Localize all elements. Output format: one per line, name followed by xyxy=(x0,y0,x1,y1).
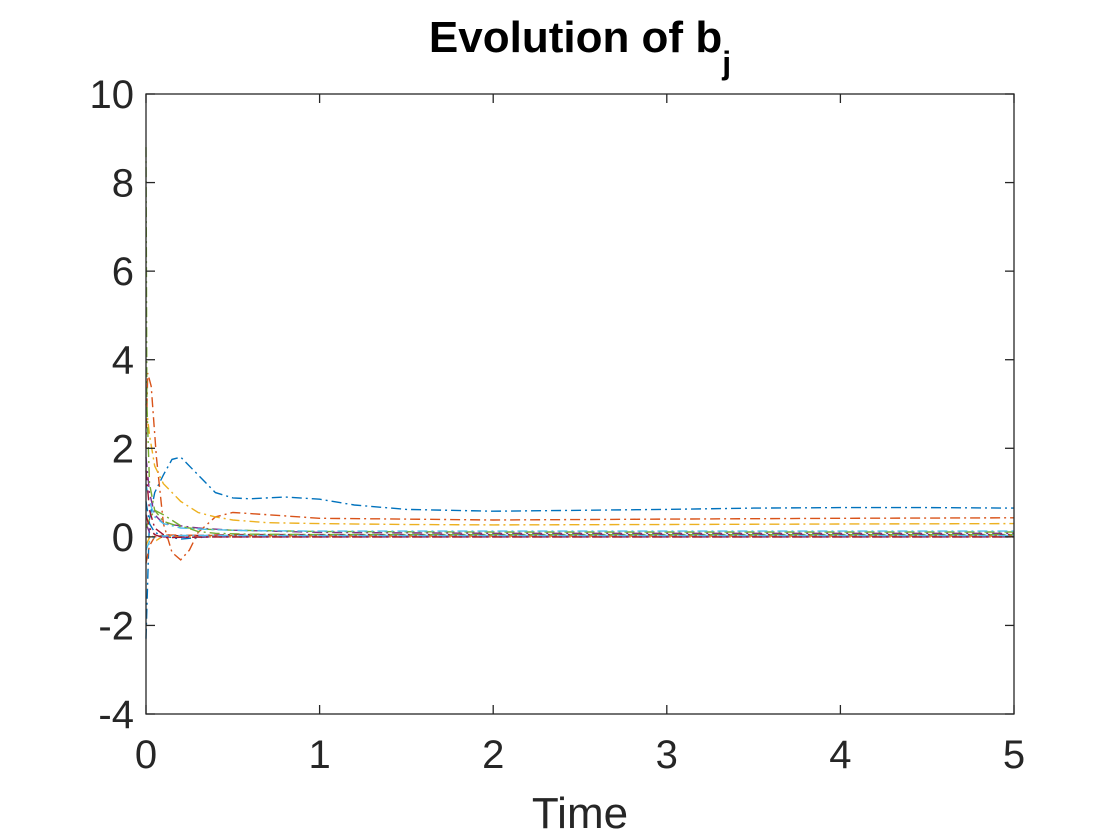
y-tick-label: -4 xyxy=(98,693,134,737)
y-tick-label: 8 xyxy=(112,162,134,206)
x-tick-label: 3 xyxy=(656,733,678,777)
y-tick-label: 4 xyxy=(112,339,134,383)
series-line-12 xyxy=(145,509,1014,536)
chart-title-subscript: j xyxy=(721,45,731,81)
series-line-9 xyxy=(145,534,1014,564)
chart-title-main: Evolution of b xyxy=(429,13,722,62)
series-line-4 xyxy=(145,457,1014,534)
y-tick-labels: -4 -2 0 2 4 6 8 10 xyxy=(90,73,135,737)
chart-title: Evolution of bj xyxy=(429,13,731,81)
plot-area-box xyxy=(145,93,1015,715)
y-tick-label: 6 xyxy=(112,250,134,294)
x-tick-label: 4 xyxy=(829,733,851,777)
series-line-7 xyxy=(145,470,1014,537)
x-axis-label: Time xyxy=(532,789,628,838)
plot-lines xyxy=(145,147,1015,639)
axis-ticks xyxy=(145,93,1015,715)
y-tick-label: 2 xyxy=(112,427,134,471)
series-line-11 xyxy=(145,523,1014,539)
series-line-13 xyxy=(145,534,1014,551)
series-line-14 xyxy=(145,514,1014,539)
x-tick-label: 2 xyxy=(482,733,504,777)
x-tick-label: 5 xyxy=(1003,733,1025,777)
series-line-1 xyxy=(145,456,1015,639)
y-tick-label: 0 xyxy=(112,516,134,560)
x-tick-labels: 0 1 2 3 4 5 xyxy=(135,733,1025,777)
series-line-5 xyxy=(145,147,1014,533)
series-line-3 xyxy=(145,403,1015,526)
series-line-6 xyxy=(145,483,1014,532)
y-tick-label: -2 xyxy=(98,604,134,648)
y-tick-label: 10 xyxy=(90,73,135,117)
series-line-2 xyxy=(145,372,1015,561)
x-tick-label: 1 xyxy=(308,733,330,777)
x-tick-label: 0 xyxy=(135,733,157,777)
